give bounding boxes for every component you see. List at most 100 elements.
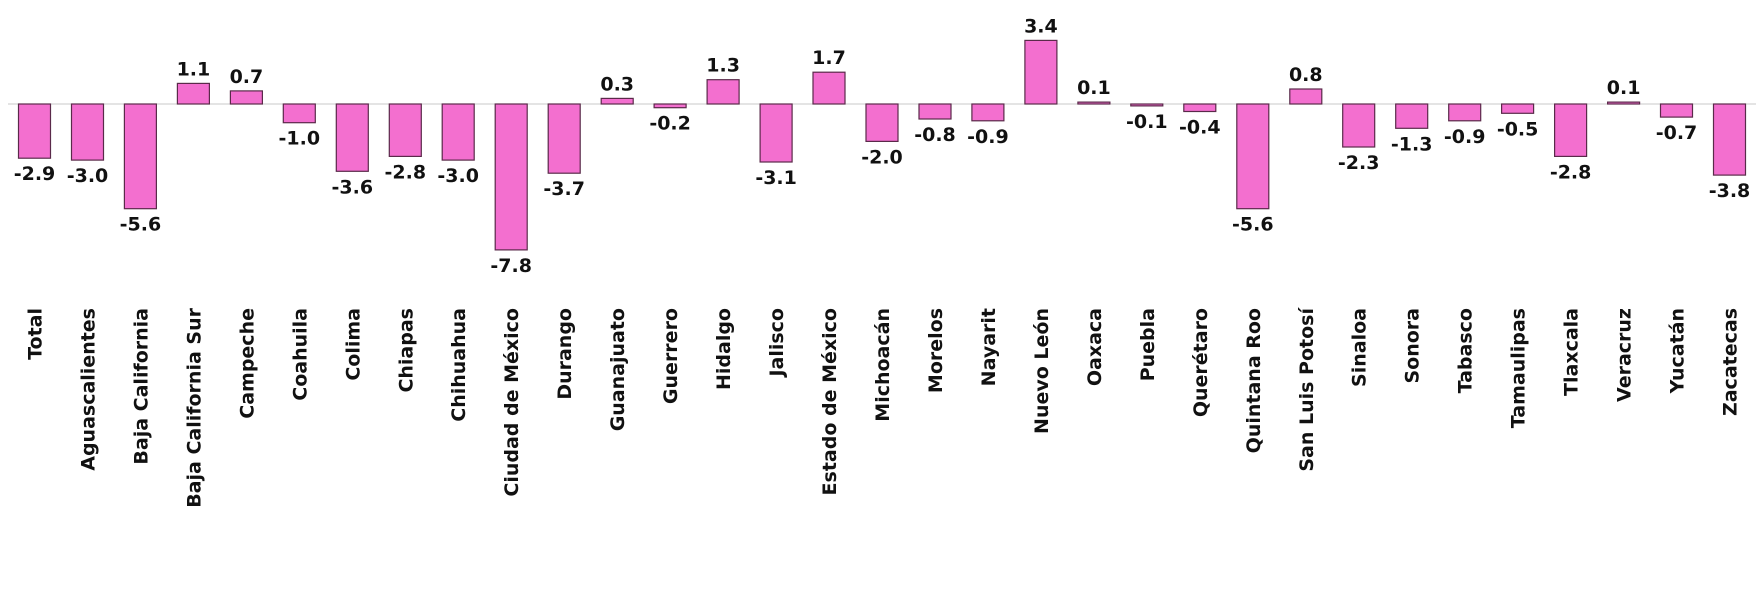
value-label-6: -1.0 — [279, 128, 321, 150]
category-label-19: Nayarit — [978, 308, 1000, 386]
category-label-21: Oaxaca — [1084, 308, 1106, 386]
value-label-29: -0.5 — [1497, 118, 1539, 140]
category-label-20: Nuevo León — [1031, 308, 1053, 434]
bars-group — [17, 39, 1747, 251]
category-label-6: Coahuila — [289, 308, 311, 401]
value-label-8: -2.8 — [385, 161, 427, 183]
bar-2 — [70, 103, 105, 161]
bar-1 — [17, 103, 52, 159]
category-label-29: Tamaulipas — [1508, 308, 1530, 428]
bar-7 — [335, 103, 369, 172]
bar-4 — [176, 82, 210, 105]
bar-23 — [1183, 103, 1217, 113]
category-label-28: Tabasco — [1455, 308, 1477, 393]
value-label-11: -3.7 — [543, 178, 585, 200]
bar-3 — [123, 103, 158, 210]
category-label-4: Baja California Sur — [183, 307, 205, 507]
value-label-1: -2.9 — [14, 163, 56, 185]
bar-20 — [1024, 39, 1058, 105]
value-label-26: -2.3 — [1338, 152, 1380, 174]
value-label-4: 1.1 — [177, 58, 211, 80]
bar-17 — [865, 103, 899, 143]
bar-21 — [1077, 101, 1111, 105]
category-label-30: Tlaxcala — [1561, 308, 1583, 396]
value-label-24: -5.6 — [1232, 214, 1274, 236]
category-label-31: Veracruz — [1614, 308, 1636, 402]
bar-18 — [918, 103, 952, 120]
category-label-2: Aguascalientes — [78, 308, 100, 471]
value-label-14: 1.3 — [706, 55, 740, 77]
bar-25 — [1289, 88, 1323, 105]
category-labels-group: Total Aguascalientes Baja California Baja C… — [25, 307, 1742, 508]
value-label-13: -0.2 — [649, 113, 691, 135]
bar-27 — [1395, 103, 1429, 129]
category-label-13: Guerrero — [660, 308, 682, 404]
bar-24 — [1236, 103, 1270, 210]
category-label-23: Querétaro — [1190, 308, 1212, 417]
value-label-31: 0.1 — [1607, 77, 1641, 99]
value-label-33: -3.8 — [1709, 180, 1751, 202]
bar-6 — [282, 103, 316, 124]
value-label-25: 0.8 — [1289, 64, 1323, 86]
bar-8 — [388, 103, 422, 158]
value-label-20: 3.4 — [1024, 15, 1058, 37]
bar-15 — [759, 103, 793, 163]
bar-22 — [1130, 103, 1164, 107]
value-label-18: -0.8 — [914, 124, 956, 146]
value-label-28: -0.9 — [1444, 126, 1486, 148]
category-label-9: Chihuahua — [448, 308, 470, 422]
bar-28 — [1448, 103, 1482, 122]
category-label-18: Morelos — [925, 308, 947, 393]
value-label-21: 0.1 — [1077, 77, 1111, 99]
value-label-12: 0.3 — [600, 73, 634, 95]
bar-12 — [600, 97, 634, 105]
bar-10 — [494, 103, 528, 251]
category-label-27: Sonora — [1402, 308, 1424, 384]
category-label-10: Ciudad de México — [501, 308, 523, 497]
value-labels-group: -2.9 -3.0 -5.6 1.1 0.7 -1.0 -3.6 -2.8 -3.0 -7.8 -3… — [14, 15, 1751, 277]
value-label-19: -0.9 — [967, 126, 1009, 148]
category-label-8: Chiapas — [395, 308, 417, 393]
bar-29 — [1500, 103, 1535, 114]
value-label-22: -0.1 — [1126, 111, 1168, 133]
bar-33 — [1712, 103, 1747, 176]
category-label-32: Yucatán — [1667, 308, 1689, 394]
value-label-10: -7.8 — [490, 255, 532, 277]
category-label-15: Jalisco — [766, 308, 788, 379]
category-label-26: Sinaloa — [1349, 308, 1371, 387]
category-label-11: Durango — [554, 308, 576, 400]
bar-32 — [1659, 103, 1694, 118]
category-label-22: Puebla — [1137, 308, 1159, 381]
category-label-17: Michoacán — [872, 308, 894, 422]
bar-13 — [653, 103, 687, 109]
value-label-5: 0.7 — [230, 66, 264, 88]
value-label-9: -3.0 — [437, 165, 479, 187]
value-label-15: -3.1 — [755, 167, 797, 189]
category-label-3: Baja California — [130, 308, 152, 465]
value-label-32: -0.7 — [1656, 122, 1698, 144]
value-label-23: -0.4 — [1179, 117, 1221, 139]
category-label-1: Total — [25, 308, 47, 360]
category-label-5: Campeche — [236, 308, 258, 419]
bar-11 — [547, 103, 581, 174]
category-label-25: San Luis Potosí — [1296, 307, 1318, 472]
bar-31 — [1606, 101, 1641, 105]
value-label-3: -5.6 — [120, 214, 162, 236]
bar-30 — [1553, 103, 1588, 158]
value-label-2: -3.0 — [67, 165, 109, 187]
category-label-12: Guanajuato — [607, 308, 629, 431]
bar-19 — [971, 103, 1005, 122]
bar-5 — [229, 90, 263, 105]
value-label-17: -2.0 — [861, 146, 903, 168]
value-label-30: -2.8 — [1550, 161, 1592, 183]
value-label-7: -3.6 — [332, 176, 374, 198]
category-label-33: Zacatecas — [1720, 308, 1742, 416]
value-label-16: 1.7 — [812, 47, 846, 69]
bar-14 — [706, 79, 740, 105]
bar-9 — [441, 103, 475, 161]
value-label-27: -1.3 — [1391, 133, 1433, 155]
category-label-16: Estado de México — [819, 308, 841, 495]
bar-16 — [812, 71, 846, 105]
category-label-14: Hidalgo — [713, 308, 735, 390]
